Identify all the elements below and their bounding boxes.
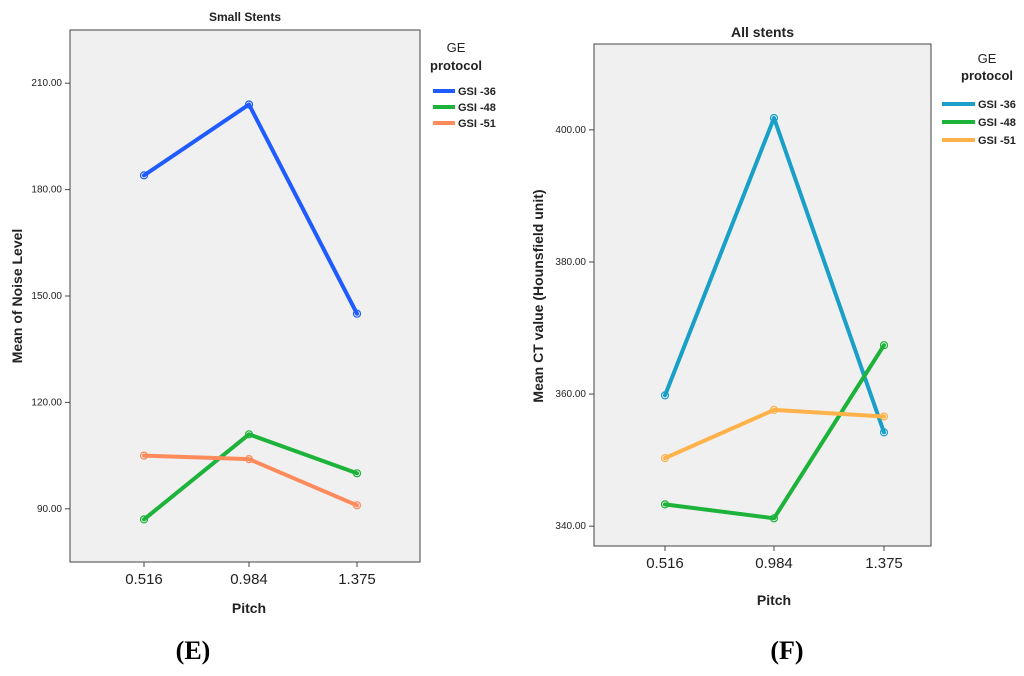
data-point: [660, 500, 670, 509]
data-point: [244, 455, 254, 464]
plot-area: [69, 29, 421, 563]
legend-label: GSI -51: [458, 118, 496, 130]
data-point: [352, 309, 362, 318]
data-point: [769, 514, 779, 523]
data-point: [769, 113, 779, 123]
legend-title: GE: [978, 51, 997, 66]
plot-area: [593, 43, 932, 547]
x-tick-label: 1.375: [865, 555, 903, 572]
chart-title: Small Stents: [209, 10, 281, 24]
legend-title-2: protocol: [961, 68, 1013, 83]
y-tick-label: 180.00: [31, 185, 62, 196]
data-point: [139, 451, 149, 460]
legend-label: GSI -36: [458, 86, 496, 98]
y-tick-label: 400.00: [555, 125, 586, 136]
panel-label-e: (E): [175, 636, 211, 665]
series-line-gsi-48: [142, 432, 359, 522]
y-tick-label: 120.00: [31, 397, 62, 408]
data-point: [139, 171, 149, 180]
x-tick-label: 0.516: [646, 555, 684, 572]
data-point: [352, 501, 362, 510]
data-point: [879, 341, 889, 350]
data-point: [769, 405, 779, 414]
series-line-gsi-51: [663, 407, 886, 461]
chart-title: All stents: [731, 24, 794, 40]
legend-title-2: protocol: [430, 58, 482, 73]
data-point: [879, 428, 889, 437]
y-tick-label: 340.00: [555, 521, 586, 532]
x-tick-label: 0.984: [755, 555, 793, 572]
legend-label: GSI -51: [978, 135, 1016, 147]
data-point: [660, 391, 670, 400]
x-tick-label: 1.375: [338, 571, 376, 588]
data-point: [352, 469, 362, 478]
data-point: [139, 515, 149, 524]
series-line-gsi-36: [142, 102, 359, 316]
legend-label: GSI -48: [458, 102, 496, 114]
y-tick-label: 380.00: [555, 257, 586, 268]
legend-label: GSI -36: [978, 99, 1016, 111]
data-point: [660, 454, 670, 463]
y-tick-label: 90.00: [37, 504, 62, 515]
legend-title: GE: [447, 40, 466, 55]
data-point: [244, 100, 254, 109]
panel-label-f: (F): [770, 636, 804, 665]
series-line-gsi-51: [142, 453, 359, 508]
y-axis-label: Mean CT value (Hounsfield unit): [530, 189, 546, 402]
x-axis-label: Pitch: [232, 600, 266, 616]
data-point: [244, 430, 254, 439]
x-axis-label: Pitch: [757, 592, 791, 608]
y-tick-label: 210.00: [31, 78, 62, 89]
y-tick-label: 360.00: [555, 389, 586, 400]
x-tick-label: 0.516: [125, 571, 163, 588]
chart-small-stents: Small Stents 90.00 120.00 150.00 180.00 210.0…: [9, 10, 496, 616]
series-line-gsi-36: [663, 116, 886, 435]
y-axis-label: Mean of Noise Level: [9, 229, 25, 364]
y-tick-label: 150.00: [31, 291, 62, 302]
data-point: [879, 412, 889, 421]
legend-label: GSI -48: [978, 117, 1016, 129]
x-tick-label: 0.984: [230, 571, 268, 588]
chart-all-stents: All stents 340.00 360.00 380.00 400.00 0.516 0…: [530, 24, 1016, 608]
series-line-gsi-48: [663, 343, 886, 521]
